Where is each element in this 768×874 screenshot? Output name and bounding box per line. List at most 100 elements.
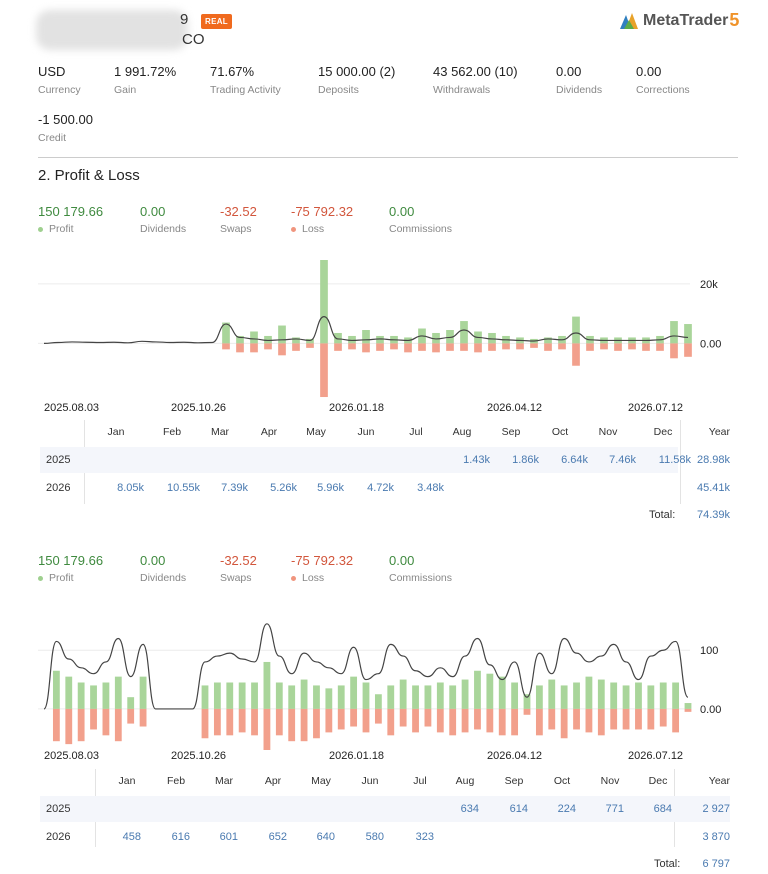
month-header: Apr (260, 426, 278, 438)
loss-bar (139, 708, 147, 727)
loss-bar (424, 708, 432, 727)
loss-bar (474, 708, 481, 730)
loss-bar (628, 343, 636, 350)
y-tick-label: 0.00 (700, 704, 721, 716)
profit-bar (226, 682, 234, 709)
loss-bar (114, 708, 122, 742)
loss-bar (560, 708, 568, 739)
profit-bar (597, 679, 605, 709)
section-title: 2. Profit & Loss (38, 167, 140, 184)
profit-bar (325, 688, 333, 709)
loss-bar (292, 343, 300, 351)
table-cell: 4.72k (367, 482, 394, 494)
pl-value: -32.52 (220, 204, 257, 219)
loss-bar (573, 708, 580, 730)
loss-bar (516, 343, 524, 350)
profit-bar (127, 697, 135, 709)
loss-bar (264, 343, 272, 350)
profit-bar (387, 685, 395, 709)
profit-bar (647, 685, 655, 709)
stat-label: Corrections (636, 84, 690, 96)
loss-bar (77, 708, 85, 742)
x-tick-label: 2026.07.12 (628, 750, 683, 762)
year-header: Year (708, 426, 730, 438)
profit-bar (684, 324, 692, 344)
pl-value: -32.52 (220, 553, 257, 568)
loss-bar (313, 708, 320, 739)
loss-bar (362, 343, 370, 353)
profit-bar (486, 673, 494, 709)
loss-bar (348, 343, 356, 350)
loss-bar (213, 708, 221, 736)
table-cell: 684 (653, 803, 672, 815)
loss-bar (387, 708, 395, 736)
pl-label: Loss (291, 572, 324, 584)
profit-bar (306, 338, 314, 344)
table-cell: 458 (122, 831, 141, 843)
table-cell: 3.48k (417, 482, 444, 494)
loss-bar (390, 343, 398, 350)
real-badge: REAL (201, 14, 232, 29)
loss-bar (374, 708, 382, 724)
loss-bar (684, 708, 692, 712)
profit-bar (560, 685, 568, 709)
pl-label: Commissions (389, 223, 453, 235)
loss-bar (488, 343, 496, 351)
month-header: May (311, 775, 331, 787)
loss-bar (548, 708, 556, 730)
profit-bar (446, 330, 454, 344)
month-header: Feb (162, 426, 182, 438)
month-header: Oct (551, 426, 569, 438)
profit-legend-dot (38, 575, 43, 581)
profit-bar (672, 682, 680, 709)
month-header: Feb (166, 775, 186, 787)
x-tick-label: 2026.04.12 (487, 402, 542, 414)
loss-legend-dot (291, 575, 296, 581)
profit-bar (90, 685, 97, 709)
redacted-account-name (36, 10, 188, 50)
loss-bar (558, 343, 566, 350)
total-value: 74.39k (696, 509, 730, 521)
pl-label: Profit (38, 223, 74, 235)
loss-bar (236, 343, 244, 353)
profit-bar (376, 335, 384, 344)
month-header: Jan (118, 775, 136, 787)
pl-label: Dividends (140, 223, 187, 235)
profit-bar (635, 682, 642, 709)
pl-label: Dividends (140, 572, 187, 584)
month-header: Jul (409, 426, 423, 438)
loss-bar (376, 343, 384, 351)
profit-bar (77, 682, 85, 709)
loss-bar (597, 708, 605, 736)
profit-loss-chart: 20k 0.00 2025.08.03 2025.10.26 2026.01.18 202… (38, 260, 721, 414)
table-right-border (680, 420, 681, 504)
loss-bar (263, 708, 271, 750)
table-cell: 6.64k (561, 454, 588, 466)
loss-bar (288, 708, 296, 742)
loss-bar (530, 343, 538, 348)
loss-bar (399, 708, 407, 727)
y-tick-label: 100 (700, 645, 718, 657)
month-header: Aug (455, 775, 475, 787)
loss-bar (647, 708, 655, 730)
loss-bar (446, 343, 454, 351)
table-cell: 5.26k (270, 482, 297, 494)
loss-bar (102, 708, 110, 736)
stat-label: Credit (38, 132, 67, 144)
table-cell: 652 (268, 831, 287, 843)
table-cell: 323 (415, 831, 434, 843)
table-row-band (40, 447, 678, 473)
profit-bar (52, 670, 60, 709)
loss-bar (585, 708, 593, 733)
profit-legend-dot (38, 226, 43, 232)
loss-bar (486, 708, 494, 733)
loss-bar (586, 343, 594, 351)
stat-value: 71.67% (210, 64, 255, 79)
profit-bar (213, 682, 221, 709)
stat-value: 0.00 (636, 64, 662, 79)
loss-bar (90, 708, 97, 730)
loss-bar (306, 343, 314, 348)
month-header: Oct (553, 775, 571, 787)
loss-bar (544, 343, 552, 351)
loss-bar (412, 708, 419, 733)
